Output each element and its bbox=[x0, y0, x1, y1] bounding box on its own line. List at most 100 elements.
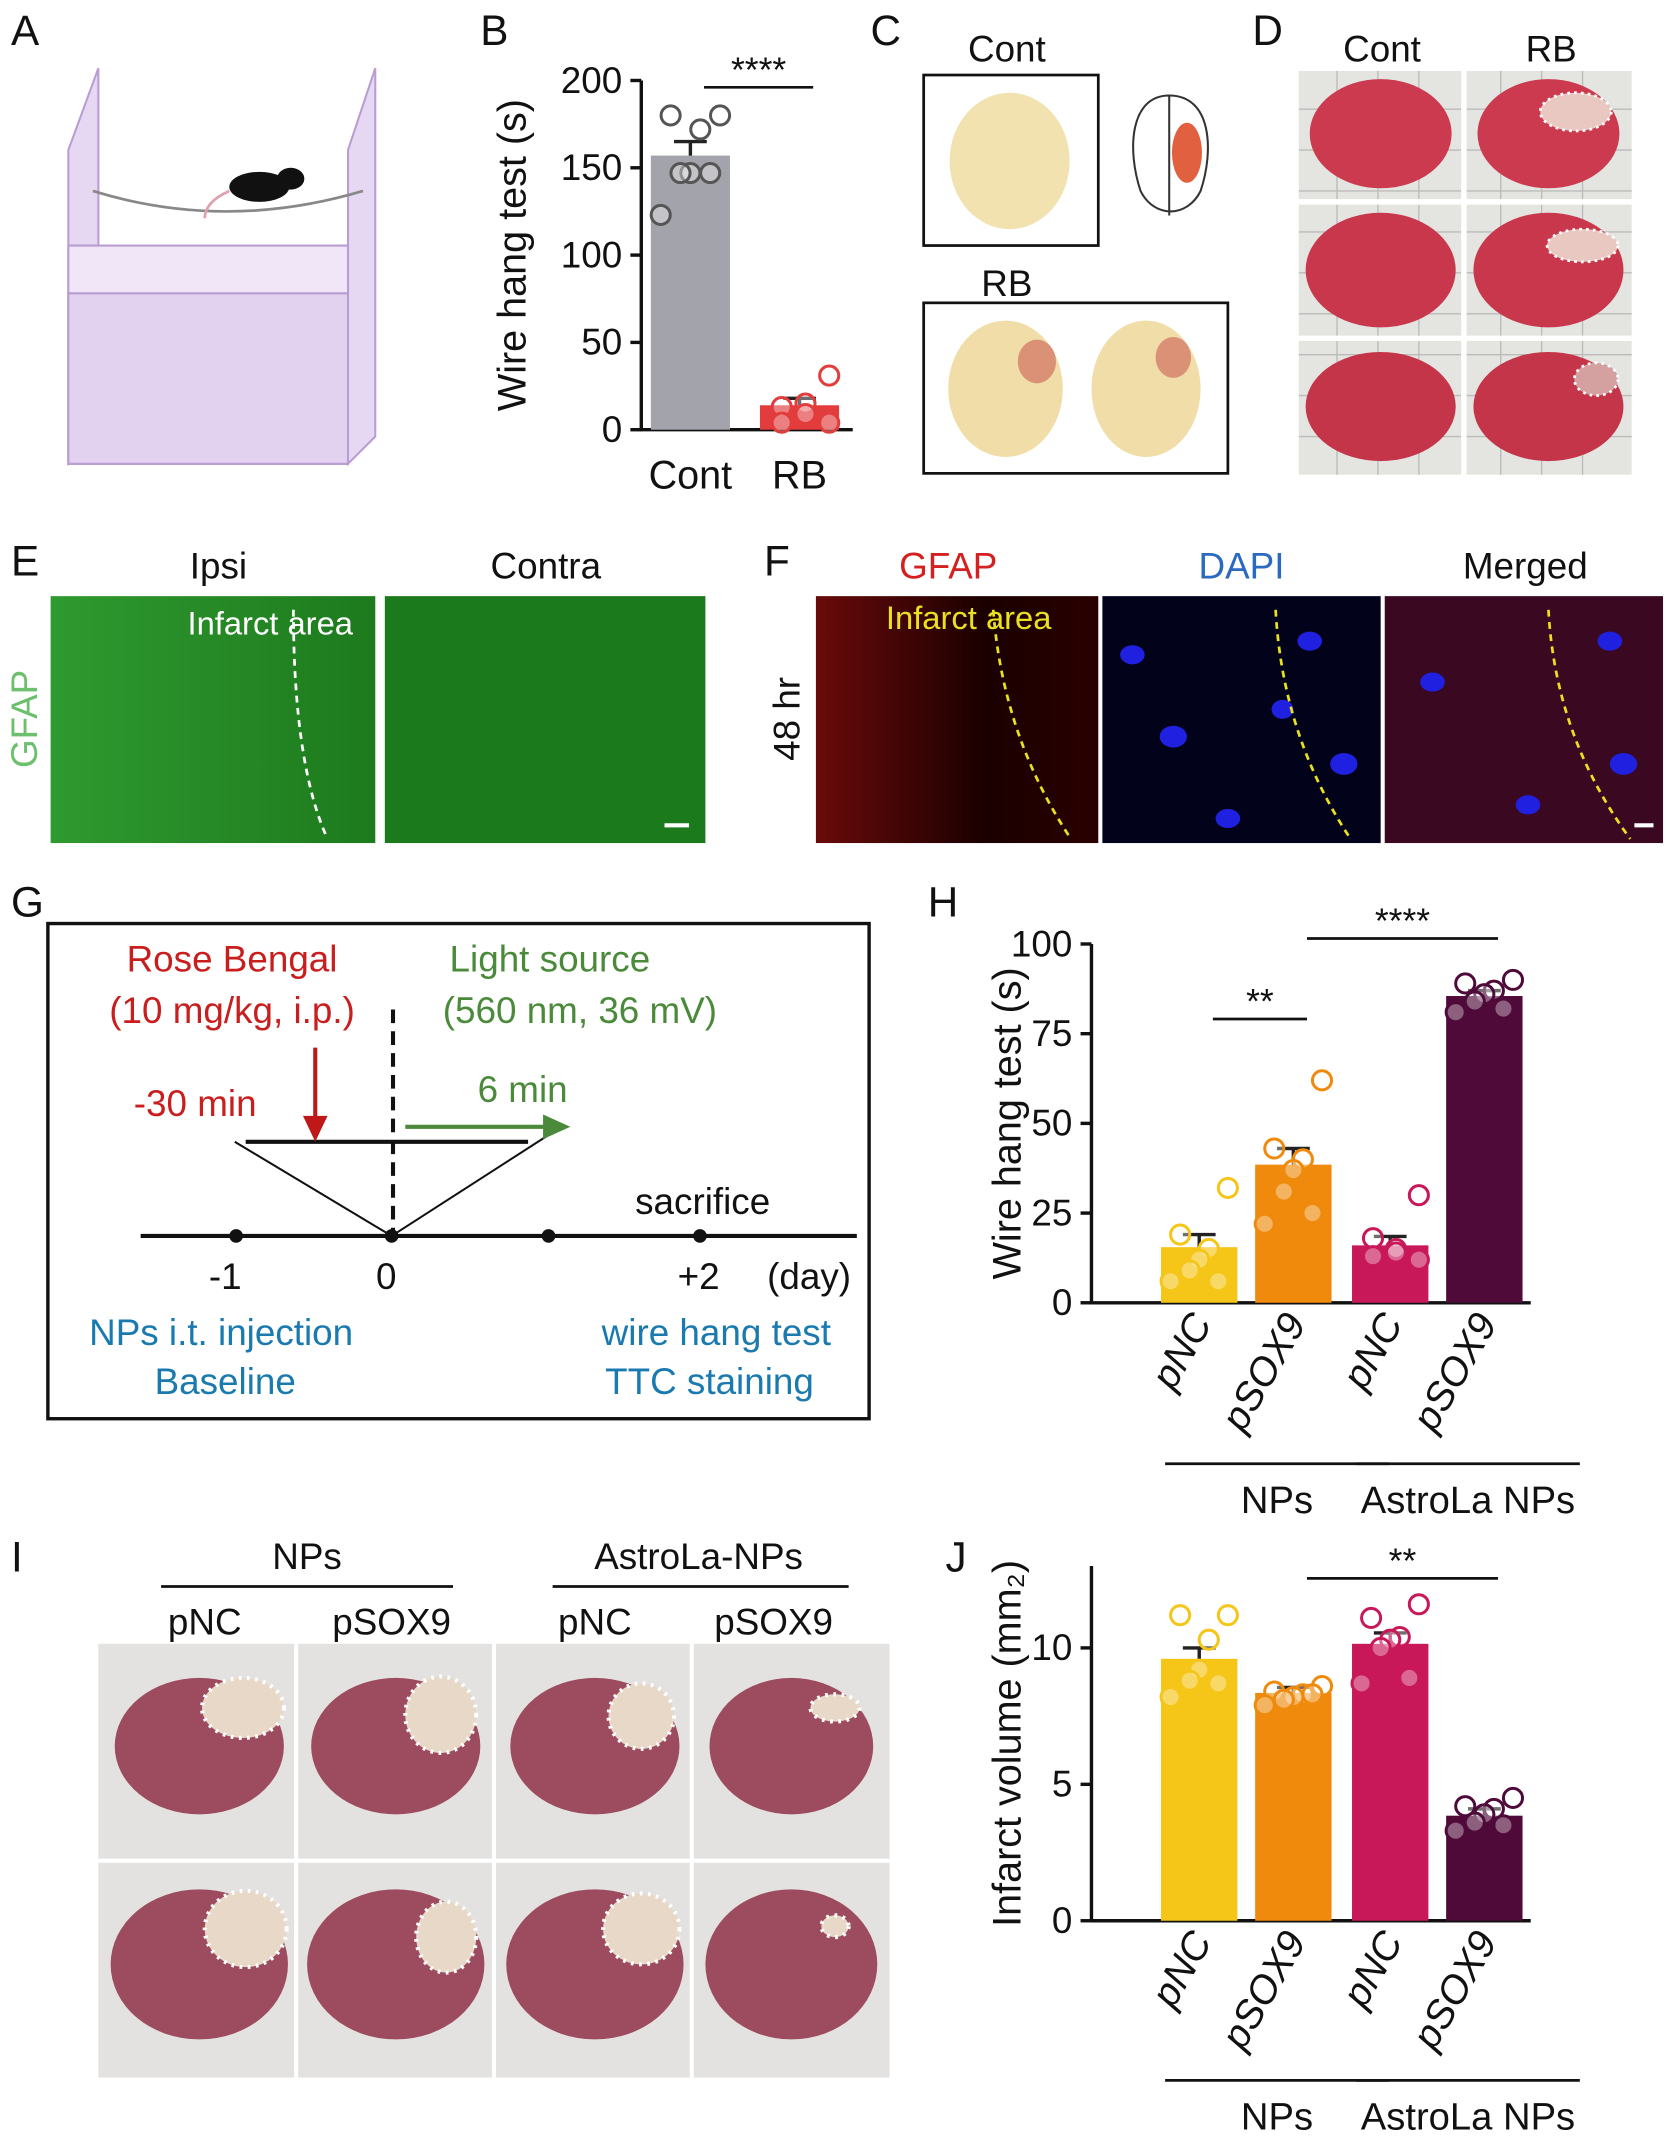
day-unit: (day) bbox=[767, 1256, 851, 1297]
data-point bbox=[1492, 997, 1515, 1020]
micrograph bbox=[1102, 596, 1381, 844]
data-point bbox=[1361, 1227, 1385, 1250]
significance-label: ** bbox=[1389, 1541, 1417, 1581]
column-label: Merged bbox=[1463, 545, 1588, 586]
data-point bbox=[1463, 1811, 1486, 1834]
y-tick-label: 150 bbox=[561, 147, 622, 188]
micrograph bbox=[50, 596, 376, 844]
brain-photo bbox=[948, 320, 1063, 457]
error-bar bbox=[783, 396, 816, 406]
x-tick-label: pSOX9 bbox=[1403, 1306, 1505, 1439]
panel-label: B bbox=[480, 7, 508, 54]
data-point bbox=[1178, 1669, 1201, 1692]
column-label: pNC bbox=[558, 1601, 632, 1642]
data-point bbox=[1216, 1604, 1239, 1627]
group-label: NPs bbox=[272, 1536, 342, 1577]
bar bbox=[1446, 996, 1523, 1303]
column-label: Ipsi bbox=[190, 545, 247, 586]
panel-label: I bbox=[11, 1534, 23, 1581]
panel-label: F bbox=[764, 538, 790, 585]
panel-label: G bbox=[11, 879, 44, 926]
ttc-photos bbox=[98, 1643, 890, 2078]
data-point bbox=[659, 104, 682, 127]
column-label: Cont bbox=[968, 28, 1046, 69]
group-label: NPs bbox=[1241, 2095, 1313, 2138]
brain-photo bbox=[949, 92, 1070, 230]
endpoint-label: sacrifice bbox=[635, 1181, 770, 1222]
y-tick-label: 5 bbox=[1052, 1764, 1072, 1805]
data-point bbox=[1454, 1795, 1477, 1818]
y-axis-label: Infarct volume (mm₂) bbox=[986, 1560, 1030, 1927]
column-label: pSOX9 bbox=[332, 1601, 451, 1642]
panel-label: H bbox=[928, 879, 959, 926]
bar bbox=[1255, 1692, 1332, 1921]
column-label: pSOX9 bbox=[714, 1601, 833, 1642]
y-tick-label: 50 bbox=[1031, 1103, 1072, 1144]
drug-dose: (10 mg/kg, i.p.) bbox=[109, 990, 355, 1031]
data-point bbox=[1169, 1604, 1192, 1627]
data-point bbox=[1253, 1212, 1276, 1235]
data-point bbox=[1272, 1688, 1295, 1711]
data-point bbox=[709, 104, 732, 127]
data-point bbox=[1216, 1176, 1239, 1200]
time-label: -30 min bbox=[134, 1083, 257, 1124]
column-label: pNC bbox=[168, 1601, 242, 1642]
day-label: 0 bbox=[376, 1256, 396, 1297]
data-point bbox=[1407, 1593, 1430, 1616]
column-label: RB bbox=[1526, 28, 1577, 69]
x-tick-label: RB bbox=[772, 453, 827, 497]
data-point bbox=[818, 411, 841, 434]
day-label: -1 bbox=[209, 1256, 242, 1297]
micrograph bbox=[815, 596, 1099, 844]
light-params: (560 nm, 36 mV) bbox=[443, 990, 717, 1031]
micrograph bbox=[384, 596, 706, 844]
step-label: wire hang test bbox=[601, 1312, 831, 1353]
brain-photo bbox=[1091, 320, 1201, 457]
error-bar bbox=[674, 139, 707, 156]
x-tick-label: pNC bbox=[1333, 1305, 1411, 1397]
y-tick-label: 25 bbox=[1031, 1192, 1072, 1233]
data-point bbox=[1407, 1184, 1430, 1207]
data-point bbox=[1444, 1001, 1467, 1024]
group-label: AstroLa-NPs bbox=[594, 1536, 803, 1577]
data-point bbox=[794, 402, 817, 426]
data-point bbox=[818, 364, 841, 387]
data-point bbox=[1301, 1202, 1324, 1225]
region-label: Infarct area bbox=[886, 599, 1052, 636]
light-label: Light source bbox=[450, 938, 651, 979]
y-axis-label: Wire hang test (s) bbox=[490, 99, 534, 411]
data-point bbox=[1207, 1672, 1230, 1695]
column-label: DAPI bbox=[1199, 545, 1285, 586]
panel-label: D bbox=[1252, 7, 1283, 54]
data-point bbox=[1492, 1814, 1515, 1837]
data-point bbox=[1350, 1672, 1373, 1695]
data-point bbox=[689, 118, 712, 141]
lesion bbox=[1171, 122, 1202, 183]
protocol-frame bbox=[46, 921, 871, 1421]
significance-label: ** bbox=[1246, 982, 1274, 1022]
y-tick-label: 0 bbox=[1052, 1900, 1072, 1941]
group-label: NPs bbox=[1241, 1479, 1313, 1522]
panel-label: C bbox=[870, 7, 901, 54]
data-point bbox=[1272, 1180, 1295, 1203]
day-label: +2 bbox=[678, 1256, 720, 1297]
y-tick-label: 50 bbox=[581, 322, 622, 363]
drug-label: Rose Bengal bbox=[127, 938, 338, 979]
data-point bbox=[1369, 1636, 1392, 1659]
column-label: RB bbox=[981, 263, 1032, 304]
x-tick-label: pSOX9 bbox=[1212, 1924, 1314, 2057]
ttc-photos bbox=[1298, 70, 1632, 475]
bar bbox=[650, 155, 730, 430]
data-point bbox=[770, 395, 793, 419]
group-label: AstroLa NPs bbox=[1361, 2095, 1575, 2138]
y-axis-label: Wire hang test (s) bbox=[986, 967, 1030, 1279]
x-tick-label: pNC bbox=[1142, 1305, 1220, 1397]
data-point bbox=[1197, 1628, 1220, 1651]
significance-label: **** bbox=[1375, 901, 1430, 941]
data-point bbox=[669, 161, 692, 185]
step-label: NPs i.t. injection bbox=[89, 1312, 353, 1353]
y-tick-label: 100 bbox=[1011, 923, 1072, 964]
apparatus bbox=[67, 67, 377, 467]
